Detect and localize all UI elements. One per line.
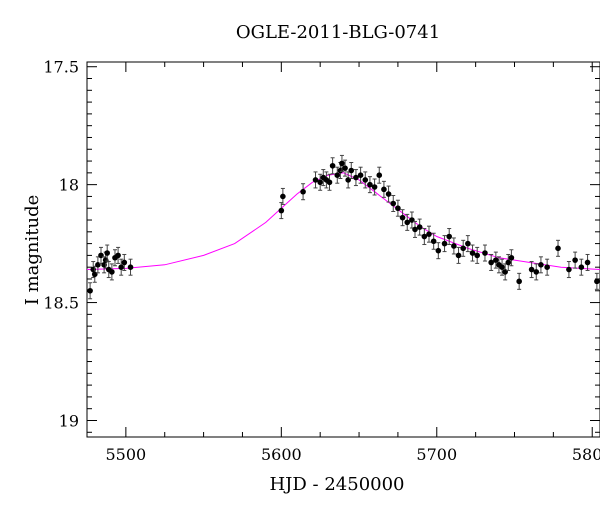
- data-point: [342, 159, 348, 177]
- data-point: [482, 244, 488, 262]
- data-point: [109, 263, 115, 281]
- data-point: [508, 249, 515, 267]
- data-point: [326, 173, 333, 191]
- y-tick-label: 19: [59, 411, 79, 430]
- data-point: [121, 253, 128, 271]
- data-point: [572, 251, 578, 269]
- data-point: [555, 239, 561, 257]
- data-point: [533, 263, 540, 281]
- data-point: [416, 218, 423, 236]
- data-point: [127, 258, 134, 276]
- data-point: [362, 171, 369, 189]
- data-point: [516, 272, 522, 290]
- x-axis-label: HJD - 2450000: [269, 474, 405, 495]
- data-point: [357, 166, 364, 184]
- data-point: [367, 176, 373, 194]
- data-point: [87, 282, 93, 300]
- x-tick-label: 5800: [572, 445, 600, 464]
- tick-group: 5500 5600 5700 5800 17.5 18 18.5 19: [43, 58, 600, 464]
- data-point: [474, 246, 480, 264]
- data-point: [594, 272, 600, 290]
- data-point: [115, 246, 121, 264]
- data-point: [469, 244, 476, 262]
- data-point: [280, 187, 286, 205]
- data-point: [312, 171, 319, 189]
- data-point: [95, 256, 101, 274]
- data-point: [460, 239, 467, 257]
- data-point: [544, 258, 550, 276]
- data-point: [381, 180, 387, 198]
- data-point: [404, 213, 411, 231]
- data-point: [430, 232, 437, 250]
- data-point: [317, 173, 323, 191]
- data-point: [371, 178, 378, 196]
- data-point: [505, 253, 512, 271]
- y-tick-label: 17.5: [43, 58, 79, 77]
- data-point: [385, 185, 392, 203]
- data-point: [409, 211, 415, 229]
- data-point: [399, 209, 406, 227]
- y-tick-label: 18: [59, 176, 79, 195]
- data-point: [446, 228, 453, 246]
- data-point: [538, 256, 544, 274]
- data-point: [441, 235, 448, 253]
- data-point: [421, 228, 428, 246]
- data-point: [334, 166, 341, 184]
- data-point: [412, 220, 418, 238]
- data-point: [390, 195, 397, 213]
- data-point: [499, 258, 505, 276]
- data-point: [376, 166, 383, 184]
- data-point: [329, 157, 336, 175]
- data-point: [584, 253, 591, 271]
- data-point: [320, 169, 327, 187]
- data-points: [87, 154, 600, 300]
- data-point: [339, 154, 345, 172]
- data-point: [493, 251, 499, 269]
- model-curve: [86, 172, 600, 270]
- data-point: [278, 202, 285, 220]
- data-point: [426, 225, 432, 243]
- y-tick-label: 18.5: [43, 294, 79, 313]
- data-point: [451, 237, 457, 255]
- data-point: [465, 235, 471, 253]
- data-point: [323, 171, 330, 189]
- x-tick-label: 5600: [261, 445, 302, 464]
- data-point: [118, 258, 124, 276]
- data-point: [578, 258, 585, 276]
- x-tick-label: 5700: [416, 445, 457, 464]
- data-point: [98, 246, 104, 264]
- data-point: [300, 183, 306, 201]
- y-axis-label: I magnitude: [22, 194, 43, 306]
- chart-title: OGLE-2011-BLG-0741: [235, 22, 441, 43]
- plot-frame: [86, 61, 600, 438]
- data-point: [348, 161, 355, 179]
- data-point: [353, 169, 359, 187]
- data-point: [528, 261, 535, 279]
- data-point: [435, 242, 442, 260]
- data-point: [395, 199, 401, 217]
- data-point: [488, 253, 494, 271]
- data-point: [104, 244, 111, 262]
- x-tick-label: 5500: [106, 445, 147, 464]
- data-point: [455, 246, 462, 264]
- data-point: [566, 261, 572, 279]
